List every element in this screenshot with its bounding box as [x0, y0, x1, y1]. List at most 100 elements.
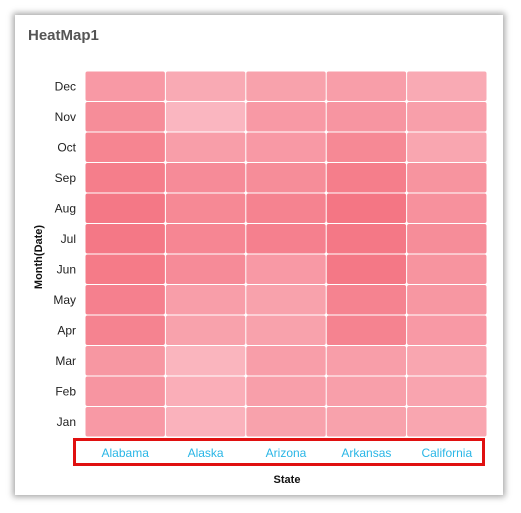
- grid-dot: [164, 100, 167, 103]
- heatmap-cell-arkansas-dec[interactable]: [326, 71, 407, 102]
- heatmap-cell-alabama-jul[interactable]: [85, 224, 165, 254]
- heatmap-cell-arizona-mar[interactable]: [246, 346, 326, 376]
- x-tick-label[interactable]: Alaska: [188, 446, 224, 460]
- heatmap-cell-arkansas-sep[interactable]: [326, 163, 407, 193]
- heatmap-cell-california-aug[interactable]: [407, 193, 487, 224]
- grid-dot: [244, 283, 248, 286]
- y-tick-label: Aug: [55, 201, 76, 215]
- heatmap-cell-alabama-oct[interactable]: [85, 132, 165, 163]
- heatmap-cell-arkansas-jul[interactable]: [326, 224, 407, 254]
- grid-dot: [324, 252, 328, 256]
- heatmap-cell-alaska-mar[interactable]: [165, 346, 246, 376]
- grid-dot: [405, 191, 408, 195]
- heatmap-cell-arizona-sep[interactable]: [246, 163, 326, 193]
- grid-dot: [324, 130, 328, 134]
- chart-title: HeatMap1: [28, 27, 99, 44]
- heatmap-cell-arizona-apr[interactable]: [246, 315, 326, 346]
- x-tick-label[interactable]: Alabama: [102, 446, 150, 460]
- heatmap-cell-alabama-feb[interactable]: [85, 376, 165, 407]
- heatmap-cell-california-feb[interactable]: [407, 376, 487, 407]
- heatmap-cell-california-nov[interactable]: [407, 102, 487, 132]
- y-axis-title: Month(Date): [33, 225, 45, 289]
- heatmap-cell-alabama-aug[interactable]: [85, 193, 165, 224]
- heatmap-cell-alaska-jul[interactable]: [165, 224, 246, 254]
- grid-dot: [405, 405, 408, 408]
- y-tick-label: Dec: [55, 79, 76, 93]
- heatmap-chart: Jan Feb Mar Apr May Jun Jul Aug Sep Oct Nov Dec Alab…: [33, 71, 487, 486]
- heatmap-cell-arkansas-nov[interactable]: [326, 102, 407, 132]
- heatmap-cell-alaska-nov[interactable]: [165, 102, 246, 132]
- x-tick-label[interactable]: California: [421, 446, 472, 460]
- grid-dot: [405, 161, 408, 164]
- heatmap-cell-arkansas-apr[interactable]: [326, 315, 407, 346]
- grid-dot: [405, 252, 408, 256]
- heatmap-cell-alaska-jan[interactable]: [165, 407, 246, 437]
- heatmap-cell-alaska-feb[interactable]: [165, 376, 246, 407]
- x-tick-label[interactable]: Arizona: [266, 446, 307, 460]
- x-axis-title: State: [274, 474, 301, 486]
- y-tick-label: Jan: [57, 415, 76, 429]
- heatmap-tick-labels: Jan Feb Mar Apr May Jun Jul Aug Sep Oct Nov Dec Alab…: [53, 79, 472, 460]
- y-tick-label: Sep: [55, 171, 77, 185]
- heatmap-cell-california-dec[interactable]: [407, 71, 487, 102]
- heatmap-cell-california-apr[interactable]: [407, 315, 487, 346]
- heatmap-cell-alabama-apr[interactable]: [85, 315, 165, 346]
- heatmap-cell-california-jun[interactable]: [407, 254, 487, 285]
- heatmap-cell-california-jan[interactable]: [407, 407, 487, 437]
- heatmap-cell-alabama-may[interactable]: [85, 285, 165, 315]
- grid-dot: [244, 344, 248, 347]
- heatmap-cell-california-mar[interactable]: [407, 346, 487, 376]
- heatmap-cell-arkansas-mar[interactable]: [326, 346, 407, 376]
- heatmap-cell-california-sep[interactable]: [407, 163, 487, 193]
- heatmap-cell-alaska-aug[interactable]: [165, 193, 246, 224]
- x-tick-label[interactable]: Arkansas: [341, 446, 391, 460]
- heatmap-cell-arkansas-feb[interactable]: [326, 376, 407, 407]
- heatmap-cell-alaska-oct[interactable]: [165, 132, 246, 163]
- heatmap-cell-alaska-sep[interactable]: [165, 163, 246, 193]
- heatmap-cell-arizona-jul[interactable]: [246, 224, 326, 254]
- y-tick-label: Jun: [57, 262, 76, 276]
- grid-dot: [164, 161, 167, 164]
- grid-dot: [324, 191, 328, 195]
- grid-dot: [164, 283, 167, 286]
- heatmap-cell-alaska-may[interactable]: [165, 285, 246, 315]
- heatmap-cell-arkansas-may[interactable]: [326, 285, 407, 315]
- grid-dot: [164, 252, 167, 256]
- heatmap-cell-alabama-jun[interactable]: [85, 254, 165, 285]
- heatmap-cell-alabama-nov[interactable]: [85, 102, 165, 132]
- heatmap-cell-arkansas-jun[interactable]: [326, 254, 407, 285]
- heatmap-cell-california-oct[interactable]: [407, 132, 487, 163]
- grid-dot: [324, 313, 328, 317]
- grid-dot: [405, 130, 408, 134]
- x-axis-highlight-box: [73, 438, 485, 466]
- grid-dot: [324, 344, 328, 347]
- heatmap-cell-alabama-dec[interactable]: [85, 71, 165, 102]
- heatmap-cell-arkansas-oct[interactable]: [326, 132, 407, 163]
- heatmap-cell-arkansas-aug[interactable]: [326, 193, 407, 224]
- heatmap-cell-alaska-dec[interactable]: [165, 71, 246, 102]
- heatmap-cell-arizona-oct[interactable]: [246, 132, 326, 163]
- heatmap-cell-alabama-mar[interactable]: [85, 346, 165, 376]
- grid-dot: [405, 283, 408, 286]
- grid-dot: [405, 344, 408, 347]
- heatmap-cell-arizona-may[interactable]: [246, 285, 326, 315]
- heatmap-cell-alaska-jun[interactable]: [165, 254, 246, 285]
- y-tick-label: Apr: [57, 323, 76, 337]
- heatmap-cell-arizona-jun[interactable]: [246, 254, 326, 285]
- heatmap-cell-arizona-aug[interactable]: [246, 193, 326, 224]
- grid-dot: [324, 283, 328, 286]
- heatmap-cell-arizona-feb[interactable]: [246, 376, 326, 407]
- heatmap-cell-alabama-sep[interactable]: [85, 163, 165, 193]
- heatmap-cell-arizona-dec[interactable]: [246, 71, 326, 102]
- grid-dot: [244, 252, 248, 256]
- heatmap-cell-arizona-nov[interactable]: [246, 102, 326, 132]
- heatmap-cell-california-jul[interactable]: [407, 224, 487, 254]
- grid-dot: [244, 161, 248, 164]
- heatmap-cell-arizona-jan[interactable]: [246, 407, 326, 437]
- heatmap-cell-alabama-jan[interactable]: [85, 407, 165, 437]
- grid-dot: [164, 405, 167, 408]
- heatmap-cell-alaska-apr[interactable]: [165, 315, 246, 346]
- heatmap-cell-california-may[interactable]: [407, 285, 487, 315]
- heatmap-cell-arkansas-jan[interactable]: [326, 407, 407, 437]
- y-tick-label: Nov: [55, 110, 76, 124]
